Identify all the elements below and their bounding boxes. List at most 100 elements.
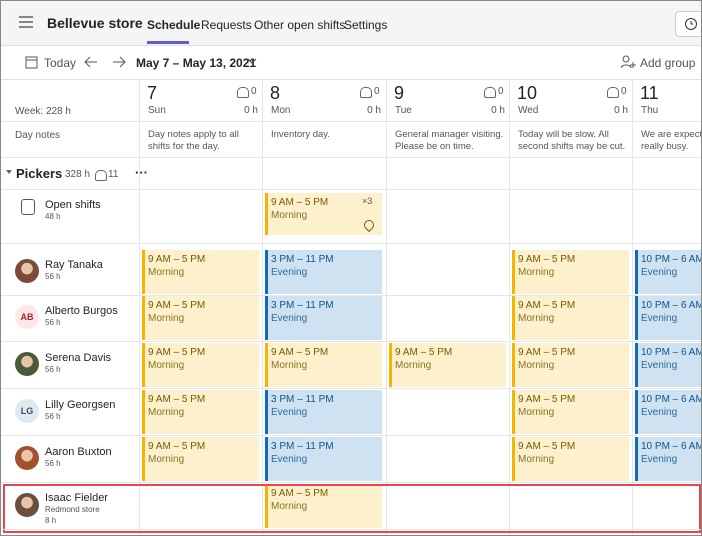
day-weekday: Wed: [518, 105, 539, 116]
avatar: [15, 446, 39, 470]
shift-time: 10 PM – 6 AM: [641, 254, 702, 265]
shift-label: Morning: [518, 454, 555, 465]
shift-label: Evening: [271, 313, 308, 324]
menu-icon[interactable]: [19, 16, 33, 28]
today-button[interactable]: Today: [44, 56, 77, 70]
shift-count: ×3: [362, 196, 373, 206]
shift-card[interactable]: [512, 437, 629, 481]
group-people: 11: [108, 169, 119, 180]
shift-card[interactable]: [512, 390, 629, 434]
shift-time: 9 AM – 5 PM: [148, 300, 206, 311]
shift-card[interactable]: [265, 343, 382, 387]
day-people: 0: [251, 86, 257, 97]
shift-card[interactable]: [265, 193, 382, 235]
shift-card[interactable]: [635, 343, 701, 387]
column-divider: [386, 79, 387, 535]
clock-button[interactable]: [675, 11, 701, 37]
date-range[interactable]: May 7 – May 13, 2021: [136, 56, 257, 70]
shift-time: 9 AM – 5 PM: [148, 394, 206, 405]
shift-card[interactable]: [635, 296, 701, 340]
day-hours: 0 h: [244, 105, 258, 116]
people-icon: [95, 170, 107, 181]
shift-label: Evening: [271, 267, 308, 278]
shift-time: 3 PM – 11 PM: [271, 394, 334, 405]
shift-label: Morning: [518, 360, 555, 371]
tab[interactable]: Requests: [201, 18, 252, 32]
people-icon: [607, 87, 619, 98]
shift-card[interactable]: [142, 343, 259, 387]
people-icon: [484, 87, 496, 98]
shift-card[interactable]: [512, 296, 629, 340]
add-group-button[interactable]: Add group: [640, 56, 696, 70]
shift-card[interactable]: [635, 390, 701, 434]
avatar: [15, 259, 39, 283]
shift-label: Morning: [518, 313, 555, 324]
shift-card[interactable]: [142, 296, 259, 340]
shift-label: Morning: [148, 267, 185, 278]
shift-time: 9 AM – 5 PM: [148, 441, 206, 452]
day-weekday: Mon: [271, 105, 291, 116]
shift-card[interactable]: [635, 250, 701, 294]
day-date: 7: [147, 83, 158, 103]
shift-time: 9 AM – 5 PM: [518, 347, 576, 358]
row-name: Isaac Fielder: [45, 492, 108, 504]
day-note: Today will be slow. All second shifts ma…: [518, 129, 626, 152]
day-note: Day notes apply to all shifts for the da…: [148, 129, 239, 152]
chevron[interactable]: [247, 58, 257, 66]
people-icon: [360, 87, 372, 98]
group-hours: 328 h: [65, 169, 91, 180]
shift-label: Evening: [641, 267, 678, 278]
nav-arrows[interactable]: [83, 55, 127, 69]
tab-underline: [147, 41, 189, 44]
highlight-box: [3, 484, 701, 533]
row-hours: 48 h: [45, 212, 61, 221]
tab[interactable]: Settings: [344, 18, 388, 32]
row-hours: 8 h: [45, 516, 57, 525]
group-more[interactable]: ···: [135, 165, 148, 180]
shift-label: Morning: [271, 360, 308, 371]
day-weekday: Sun: [148, 105, 166, 116]
open-shifts-icon: [21, 199, 35, 215]
shift-label: Morning: [518, 407, 555, 418]
tab[interactable]: Other open shifts: [254, 18, 346, 32]
row-name: Ray Tanaka: [45, 259, 103, 271]
day-note: General manager visiting. Please be on t…: [395, 129, 504, 152]
shift-label: Morning: [395, 360, 432, 371]
shift-time: 9 AM – 5 PM: [148, 347, 206, 358]
column-divider: [262, 79, 263, 535]
shift-card[interactable]: [512, 250, 629, 294]
divider: [1, 243, 701, 244]
day-weekday: Tue: [395, 105, 412, 116]
shift-label: Morning: [271, 501, 308, 512]
shift-card[interactable]: [265, 484, 382, 528]
day-date: 8: [270, 83, 281, 103]
group-header-bg: [1, 189, 701, 190]
add-group-icon[interactable]: [621, 55, 637, 69]
shift-card[interactable]: [142, 250, 259, 294]
row-hours: 56 h: [45, 365, 61, 374]
shift-card[interactable]: [635, 437, 701, 481]
shift-time: 10 PM – 6 AM: [641, 347, 702, 358]
row-hours: 56 h: [45, 412, 61, 421]
row-name: Open shifts: [45, 199, 101, 211]
shift-label: Evening: [641, 454, 678, 465]
day-people: 0: [374, 86, 380, 97]
shift-card[interactable]: [265, 390, 382, 434]
column-divider: [509, 79, 510, 535]
day-date: 9: [394, 83, 405, 103]
shift-time: 9 AM – 5 PM: [518, 394, 576, 405]
shift-card[interactable]: [265, 296, 382, 340]
group-collapse[interactable]: [6, 170, 12, 174]
shift-card[interactable]: [142, 390, 259, 434]
shift-card[interactable]: [142, 437, 259, 481]
day-date: 11: [640, 83, 659, 103]
shift-card[interactable]: [389, 343, 506, 387]
row-name: Alberto Burgos: [45, 305, 118, 317]
tab[interactable]: Schedule: [147, 18, 201, 32]
group-name: Pickers: [16, 166, 63, 181]
avatar: [15, 493, 39, 517]
shift-card[interactable]: [265, 437, 382, 481]
shift-time: 9 AM – 5 PM: [518, 300, 576, 311]
shift-card[interactable]: [265, 250, 382, 294]
shift-card[interactable]: [512, 343, 629, 387]
